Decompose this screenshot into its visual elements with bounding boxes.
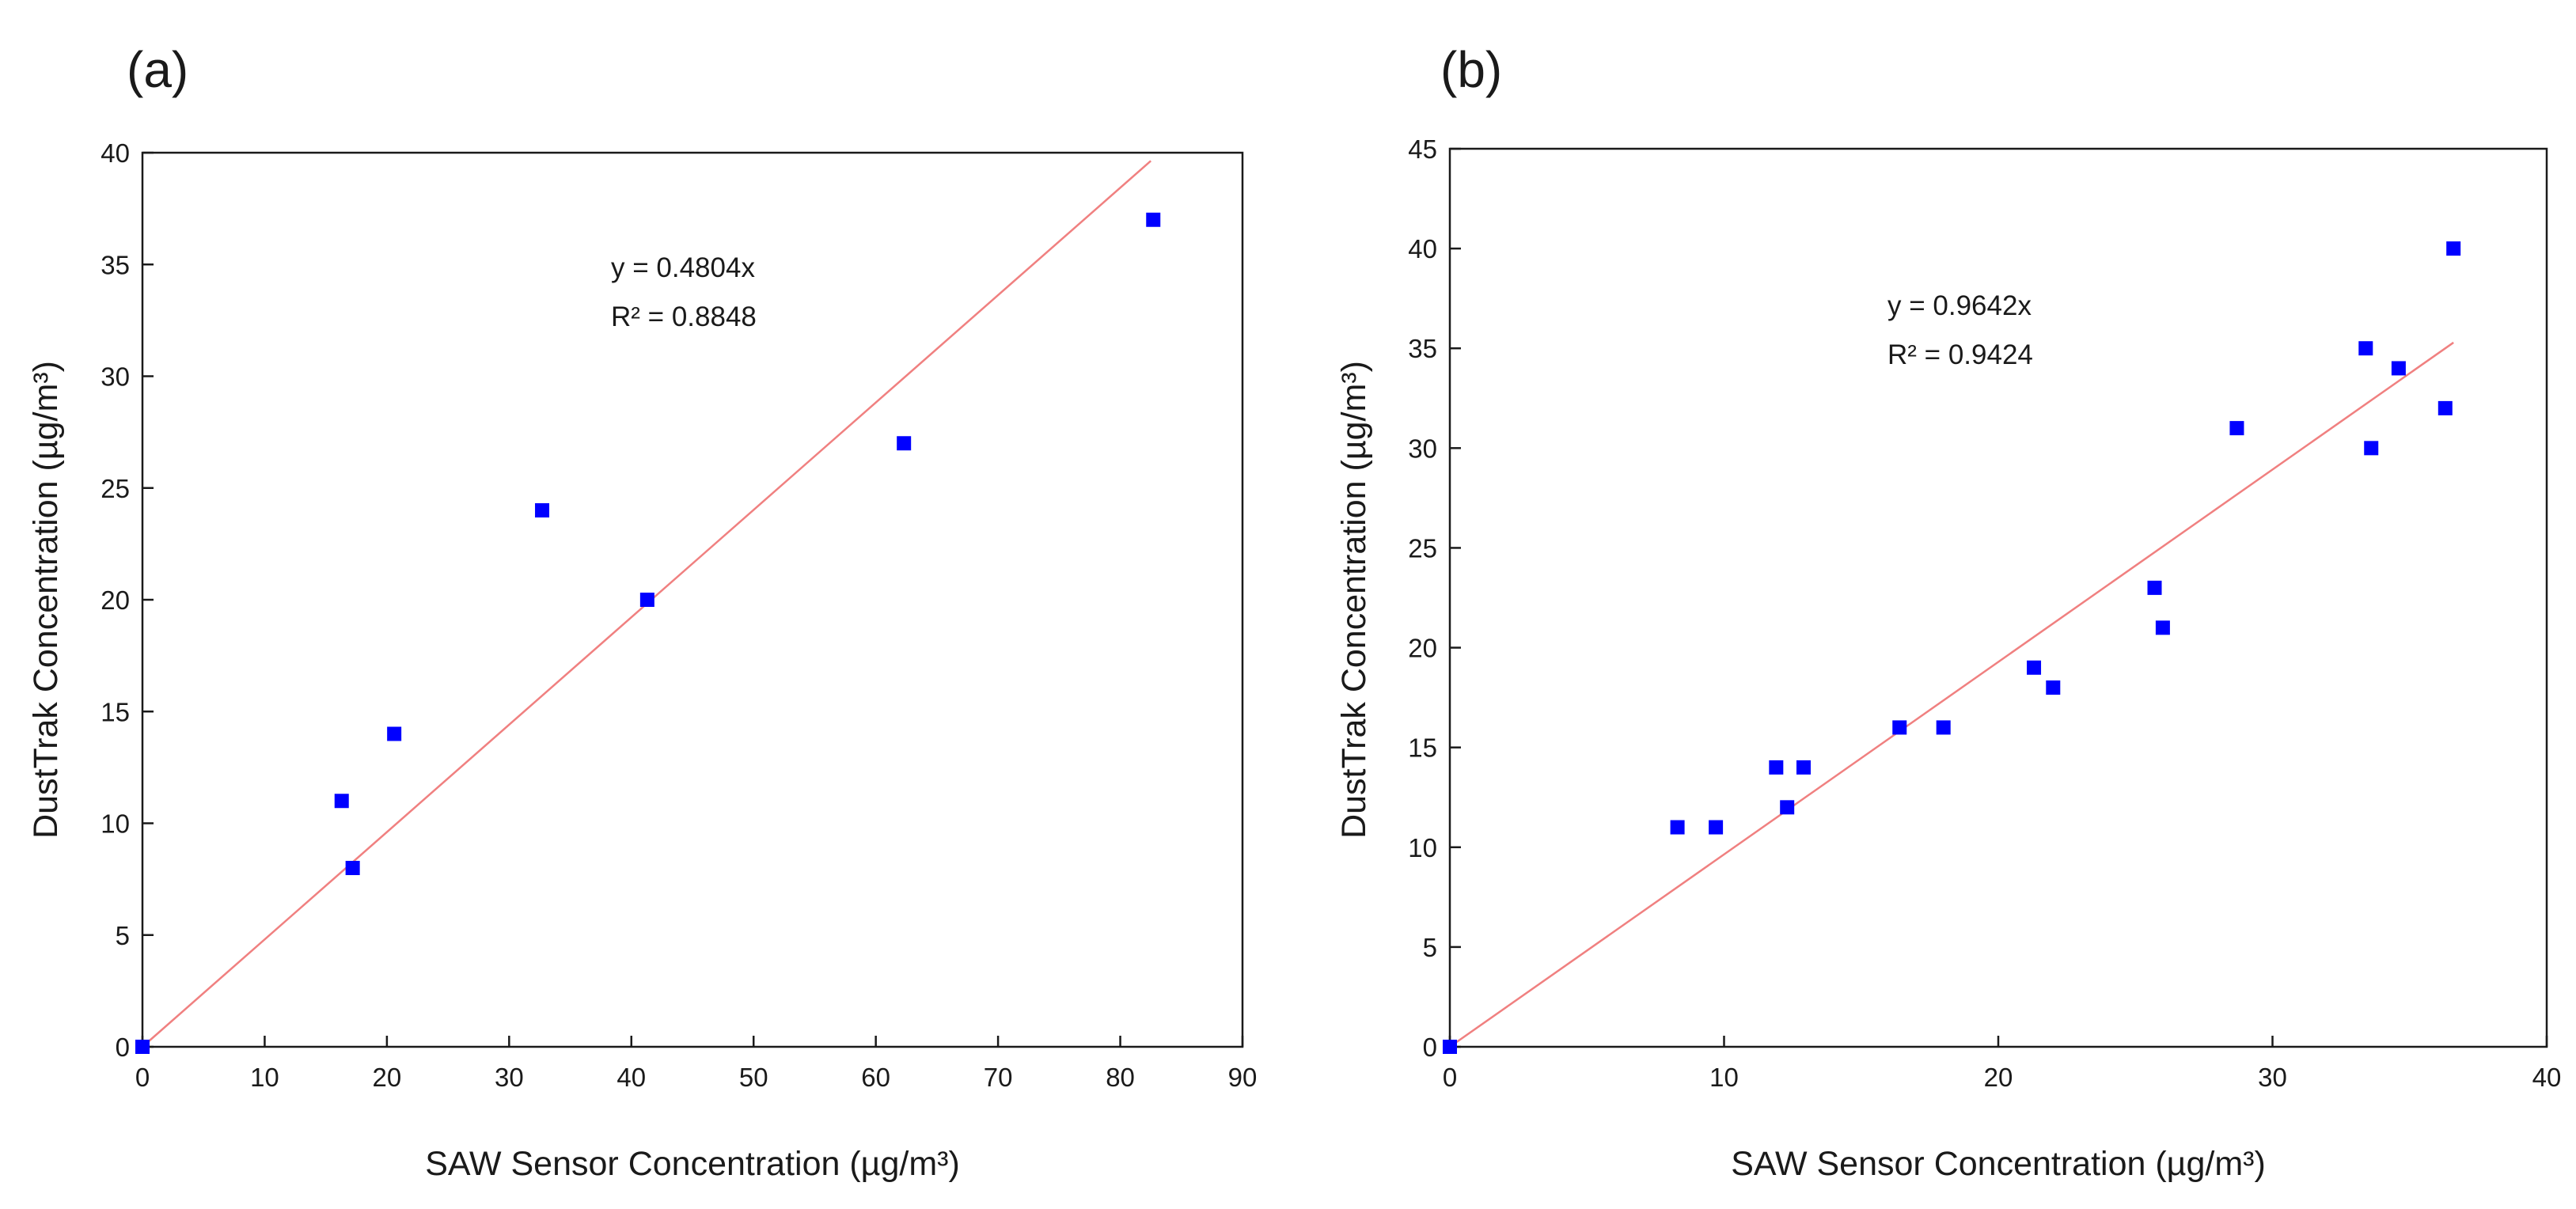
data-point-b — [2155, 620, 2170, 635]
data-point-b — [1780, 800, 1795, 815]
data-point-b — [1796, 760, 1811, 775]
panel-label-b: (b) — [1440, 41, 1502, 98]
x-tick-label-a: 60 — [861, 1063, 890, 1092]
y-tick-label-a: 35 — [101, 250, 130, 279]
data-point-b — [2046, 680, 2061, 695]
y-tick-label-a: 15 — [101, 697, 130, 726]
data-point-b — [2358, 341, 2373, 356]
equation-label-b: y = 0.9642x — [1887, 290, 2032, 321]
x-tick-label-a: 0 — [135, 1063, 150, 1092]
y-ticks-b: 0 5 10 15 20 25 30 35 40 45 — [1408, 135, 1461, 1062]
x-tick-label-a: 50 — [739, 1063, 768, 1092]
x-tick-label-b: 10 — [1709, 1063, 1739, 1092]
data-point-a — [639, 593, 654, 607]
plot-frame-a — [141, 151, 1244, 1048]
data-point-a — [334, 794, 349, 809]
data-point-a — [387, 726, 402, 741]
x-axis-label-b: SAW Sensor Concentration (µg/m³) — [1731, 1145, 2266, 1183]
data-point-b — [1936, 720, 1951, 735]
data-point-a — [135, 1040, 150, 1054]
y-tick-label-a: 0 — [116, 1033, 130, 1062]
data-point-b — [1892, 720, 1907, 735]
chart-panel-b: (b) 0 5 10 15 20 25 30 35 40 45 0 10 20 30 40 y = 0.9… — [1335, 41, 2561, 1183]
x-tick-label-a: 70 — [984, 1063, 1013, 1092]
r-squared-label-b: R² = 0.9424 — [1887, 339, 2033, 370]
data-point-b — [2364, 441, 2379, 456]
x-ticks-b: 0 10 20 30 40 — [1443, 1036, 2562, 1092]
y-tick-label-a: 10 — [101, 809, 130, 839]
data-point-a — [535, 503, 550, 517]
x-tick-label-b: 0 — [1443, 1063, 1457, 1092]
data-point-a — [345, 861, 360, 875]
x-tick-label-a: 10 — [250, 1063, 279, 1092]
data-point-b — [1670, 820, 1685, 835]
y-tick-label-b: 10 — [1408, 833, 1437, 862]
data-points-a — [135, 212, 1161, 1054]
y-tick-label-b: 25 — [1408, 533, 1437, 563]
chart-panel-a: (a) 0 5 10 15 20 25 30 35 40 0 10 20 30 40 50 60 70 80 90… — [27, 41, 1257, 1183]
x-tick-label-b: 20 — [1984, 1063, 2013, 1092]
data-point-a — [897, 436, 912, 451]
x-tick-label-a: 20 — [373, 1063, 402, 1092]
data-point-b — [2438, 400, 2453, 415]
data-point-b — [2027, 660, 2042, 675]
y-tick-label-a: 20 — [101, 586, 130, 615]
r-squared-label-a: R² = 0.8848 — [611, 301, 757, 332]
y-axis-label-b: DustTrak Concentration (µg/m³) — [1335, 361, 1373, 839]
data-point-b — [2391, 361, 2406, 376]
y-tick-label-a: 5 — [116, 921, 130, 950]
y-tick-label-b: 5 — [1423, 933, 1437, 962]
x-tick-label-b: 40 — [2532, 1063, 2562, 1092]
y-tick-label-b: 40 — [1408, 234, 1437, 263]
y-tick-label-a: 40 — [101, 138, 130, 168]
x-ticks-a: 0 10 20 30 40 50 60 70 80 90 — [135, 1036, 1258, 1092]
x-tick-label-b: 30 — [2258, 1063, 2287, 1092]
panel-label-a: (a) — [127, 41, 188, 98]
y-tick-label-b: 0 — [1423, 1033, 1437, 1062]
x-tick-label-a: 30 — [495, 1063, 524, 1092]
y-ticks-a: 0 5 10 15 20 25 30 35 40 — [101, 138, 154, 1062]
data-point-b — [2446, 241, 2461, 256]
data-point-b — [1709, 820, 1724, 835]
data-point-b — [2147, 580, 2162, 595]
fit-line-b — [1449, 341, 2454, 1048]
x-tick-label-a: 80 — [1106, 1063, 1135, 1092]
y-tick-label-b: 45 — [1408, 135, 1437, 164]
y-tick-label-b: 15 — [1408, 733, 1437, 763]
equation-label-a: y = 0.4804x — [611, 252, 755, 283]
data-point-b — [2229, 421, 2244, 436]
y-tick-label-b: 35 — [1408, 334, 1437, 363]
x-axis-label-a: SAW Sensor Concentration (µg/m³) — [425, 1145, 960, 1183]
y-tick-label-b: 20 — [1408, 634, 1437, 663]
y-tick-label-b: 30 — [1408, 434, 1437, 463]
y-tick-label-a: 30 — [101, 362, 130, 392]
plot-frame-b — [1448, 147, 2548, 1048]
y-tick-label-a: 25 — [101, 474, 130, 503]
data-point-a — [1146, 212, 1161, 227]
data-point-b — [1443, 1040, 1457, 1054]
data-point-b — [1769, 760, 1784, 775]
data-points-b — [1443, 241, 2461, 1054]
x-tick-label-a: 90 — [1228, 1063, 1258, 1092]
y-axis-label-a: DustTrak Concentration (µg/m³) — [27, 361, 65, 839]
x-tick-label-a: 40 — [616, 1063, 646, 1092]
